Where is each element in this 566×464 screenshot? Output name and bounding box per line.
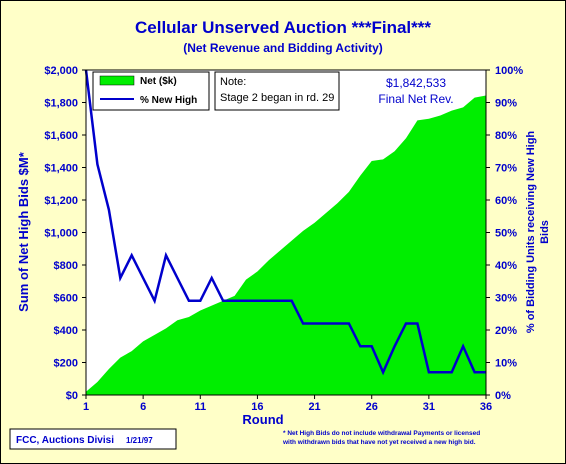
source-date: 1/21/97 [126, 436, 153, 445]
chart-title: Cellular Unserved Auction ***Final*** [135, 18, 431, 37]
y-left-tick-label: $200 [54, 358, 78, 370]
new-high-line [84, 69, 486, 376]
y-right-tick-label: 20% [495, 325, 517, 337]
y-right-tick-label: 100% [495, 65, 523, 77]
x-tick-label: 1 [83, 401, 89, 413]
line-series-layer [84, 69, 486, 376]
y-left-tick-label: $400 [54, 325, 78, 337]
y-axis-right-label-line1: % of Bidding Units receiving New High [525, 131, 537, 334]
y-right-tick-label: 40% [495, 260, 517, 272]
y-left-tick-label: $1,600 [44, 130, 78, 142]
y-left-tick-label: $0 [66, 390, 78, 402]
y-right-tick-label: 80% [495, 130, 517, 142]
tick-layer: $0 $200 $400 $600 $800 $1,000 $1,200 $1,400 $1,6… [44, 65, 523, 413]
y-right-tick-label: 90% [495, 98, 517, 110]
chart-subtitle: (Net Revenue and Bidding Activity) [183, 41, 383, 55]
x-tick-label: 36 [480, 401, 492, 413]
x-axis-label: Round [242, 412, 283, 427]
y-axis-right-label-line2: Bids [539, 220, 551, 244]
final-revenue-label: Final Net Rev. [378, 92, 453, 106]
note-annotation: Note: Stage 2 began in rd. 29 [214, 71, 340, 111]
x-tick-label: 26 [366, 401, 378, 413]
y-left-tick-label: $1,000 [44, 228, 78, 240]
y-left-tick-label: $1,200 [44, 195, 78, 207]
x-tick-label: 11 [194, 401, 206, 413]
x-tick-label: 21 [308, 401, 320, 413]
x-tick-label: 6 [140, 401, 146, 413]
y-right-tick-label: 50% [495, 228, 517, 240]
x-tick-label: 31 [423, 401, 435, 413]
y-left-tick-label: $1,800 [44, 98, 78, 110]
legend-label-net: Net ($k) [140, 76, 177, 87]
legend: Net ($k) % New High [92, 71, 210, 111]
y-left-tick-label: $2,000 [44, 65, 78, 77]
note-box [214, 71, 340, 111]
x-tick-label: 16 [251, 401, 263, 413]
source-text: FCC, Auctions Divisi [16, 435, 114, 446]
footnote-line1: * Net High Bids do not include withdrawa… [283, 430, 480, 437]
footnote-line2: with withdrawn bids that have not yet re… [282, 439, 476, 446]
y-right-tick-label: 10% [495, 358, 517, 370]
y-right-tick-label: 60% [495, 195, 517, 207]
net-revenue-area [86, 95, 486, 395]
y-axis-left-label: Sum of Net High Bids $M* [16, 151, 31, 312]
final-revenue-value: $1,842,533 [386, 76, 446, 90]
y-left-tick-label: $1,400 [44, 163, 78, 175]
y-left-tick-label: $800 [54, 260, 78, 272]
note-line2: Stage 2 began in rd. 29 [220, 92, 334, 104]
y-right-tick-label: 0% [495, 390, 511, 402]
note-line1: Note: [220, 76, 246, 88]
legend-swatch-net [99, 75, 135, 86]
y-right-tick-label: 30% [495, 293, 517, 305]
source-box [9, 428, 177, 450]
area-series-layer [86, 95, 486, 395]
legend-label-new-high: % New High [140, 95, 197, 106]
y-left-tick-label: $600 [54, 293, 78, 305]
y-right-tick-label: 70% [495, 163, 517, 175]
